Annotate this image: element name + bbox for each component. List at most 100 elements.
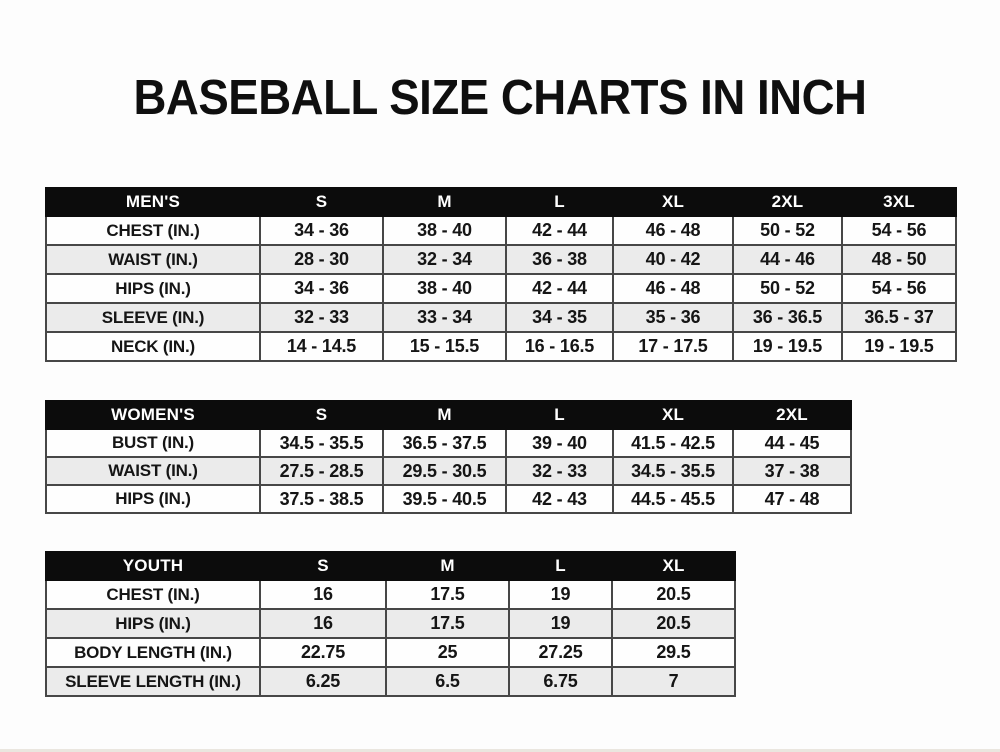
mens-group-label: MEN'S [45,187,261,217]
size-value: 50 - 52 [732,215,843,246]
measurement-label: HIPS (IN.) [45,484,261,514]
womens-size-table: WOMEN'S S M L XL 2XL BUST (IN.) 34.5 - 35.5 36.5… [45,400,852,514]
size-value: 36 - 38 [505,244,614,275]
youth-header-row: YOUTH S M L XL [45,551,736,581]
mens-size-header-l: L [505,187,614,217]
womens-size-header-m: M [382,400,507,430]
size-value: 39 - 40 [505,428,614,458]
size-value: 42 - 44 [505,215,614,246]
mens-measurement-row: SLEEVE (IN.) 32 - 33 33 - 34 34 - 35 35 - 36… [45,302,957,333]
measurement-label: BODY LENGTH (IN.) [45,637,261,668]
size-value: 44 - 45 [732,428,852,458]
size-value: 27.25 [508,637,613,668]
youth-group-label: YOUTH [45,551,261,581]
youth-size-header-l: L [508,551,613,581]
mens-size-header-s: S [259,187,384,217]
mens-measurement-row: CHEST (IN.) 34 - 36 38 - 40 42 - 44 46 - 48 5… [45,215,957,246]
size-value: 20.5 [611,579,736,610]
page-bottom-edge [0,749,1000,752]
size-value: 6.5 [385,666,510,697]
size-value: 17 - 17.5 [612,331,734,362]
size-value: 7 [611,666,736,697]
womens-measurement-row: WAIST (IN.) 27.5 - 28.5 29.5 - 30.5 32 - 33… [45,456,852,486]
size-value: 17.5 [385,579,510,610]
size-value: 38 - 40 [382,215,507,246]
size-value: 20.5 [611,608,736,639]
size-value: 42 - 43 [505,484,614,514]
size-value: 16 [259,579,387,610]
size-value: 37 - 38 [732,456,852,486]
size-value: 36.5 - 37.5 [382,428,507,458]
size-value: 37.5 - 38.5 [259,484,384,514]
womens-size-header-2xl: 2XL [732,400,852,430]
size-value: 34 - 35 [505,302,614,333]
measurement-label: HIPS (IN.) [45,608,261,639]
womens-size-header-l: L [505,400,614,430]
youth-measurement-row: HIPS (IN.) 16 17.5 19 20.5 [45,608,736,639]
size-value: 19 - 19.5 [732,331,843,362]
womens-size-grid: WOMEN'S S M L XL 2XL BUST (IN.) 34.5 - 35.5 36.5… [45,400,852,514]
mens-header-row: MEN'S S M L XL 2XL 3XL [45,187,957,217]
measurement-label: NECK (IN.) [45,331,261,362]
measurement-label: BUST (IN.) [45,428,261,458]
size-value: 35 - 36 [612,302,734,333]
size-value: 46 - 48 [612,273,734,304]
youth-measurement-row: BODY LENGTH (IN.) 22.75 25 27.25 29.5 [45,637,736,668]
size-value: 17.5 [385,608,510,639]
mens-size-header-3xl: 3XL [841,187,957,217]
mens-measurement-row: WAIST (IN.) 28 - 30 32 - 34 36 - 38 40 - 42 4… [45,244,957,275]
size-value: 42 - 44 [505,273,614,304]
size-value: 54 - 56 [841,273,957,304]
youth-size-header-xl: XL [611,551,736,581]
size-value: 32 - 34 [382,244,507,275]
size-value: 34.5 - 35.5 [612,456,734,486]
youth-size-header-m: M [385,551,510,581]
size-value: 32 - 33 [259,302,384,333]
size-value: 34 - 36 [259,215,384,246]
size-value: 44.5 - 45.5 [612,484,734,514]
size-value: 36 - 36.5 [732,302,843,333]
size-value: 38 - 40 [382,273,507,304]
size-value: 22.75 [259,637,387,668]
size-value: 15 - 15.5 [382,331,507,362]
womens-size-header-xl: XL [612,400,734,430]
measurement-label: SLEEVE LENGTH (IN.) [45,666,261,697]
size-value: 46 - 48 [612,215,734,246]
size-value: 40 - 42 [612,244,734,275]
size-value: 34.5 - 35.5 [259,428,384,458]
mens-size-table: MEN'S S M L XL 2XL 3XL CHEST (IN.) 34 - 36 38 - 4… [45,187,957,362]
womens-size-header-s: S [259,400,384,430]
size-value: 29.5 [611,637,736,668]
size-value: 33 - 34 [382,302,507,333]
size-value: 25 [385,637,510,668]
youth-measurement-row: CHEST (IN.) 16 17.5 19 20.5 [45,579,736,610]
size-value: 29.5 - 30.5 [382,456,507,486]
womens-measurement-row: HIPS (IN.) 37.5 - 38.5 39.5 - 40.5 42 - 43 4… [45,484,852,514]
size-value: 44 - 46 [732,244,843,275]
womens-measurement-row: BUST (IN.) 34.5 - 35.5 36.5 - 37.5 39 - 40 4… [45,428,852,458]
measurement-label: CHEST (IN.) [45,579,261,610]
mens-measurement-row: NECK (IN.) 14 - 14.5 15 - 15.5 16 - 16.5 17 … [45,331,957,362]
size-value: 19 [508,579,613,610]
youth-size-grid: YOUTH S M L XL CHEST (IN.) 16 17.5 19 20.5 HIPS (I… [45,551,736,697]
size-value: 16 - 16.5 [505,331,614,362]
size-value: 48 - 50 [841,244,957,275]
mens-measurement-row: HIPS (IN.) 34 - 36 38 - 40 42 - 44 46 - 48 50… [45,273,957,304]
size-value: 28 - 30 [259,244,384,275]
womens-header-row: WOMEN'S S M L XL 2XL [45,400,852,430]
measurement-label: WAIST (IN.) [45,456,261,486]
size-value: 14 - 14.5 [259,331,384,362]
youth-size-table: YOUTH S M L XL CHEST (IN.) 16 17.5 19 20.5 HIPS (I… [45,551,736,697]
size-value: 34 - 36 [259,273,384,304]
measurement-label: SLEEVE (IN.) [45,302,261,333]
size-value: 6.75 [508,666,613,697]
mens-size-grid: MEN'S S M L XL 2XL 3XL CHEST (IN.) 34 - 36 38 - 4… [45,187,957,362]
size-value: 19 [508,608,613,639]
size-value: 36.5 - 37 [841,302,957,333]
mens-size-header-2xl: 2XL [732,187,843,217]
youth-measurement-row: SLEEVE LENGTH (IN.) 6.25 6.5 6.75 7 [45,666,736,697]
youth-size-header-s: S [259,551,387,581]
size-value: 39.5 - 40.5 [382,484,507,514]
size-value: 6.25 [259,666,387,697]
